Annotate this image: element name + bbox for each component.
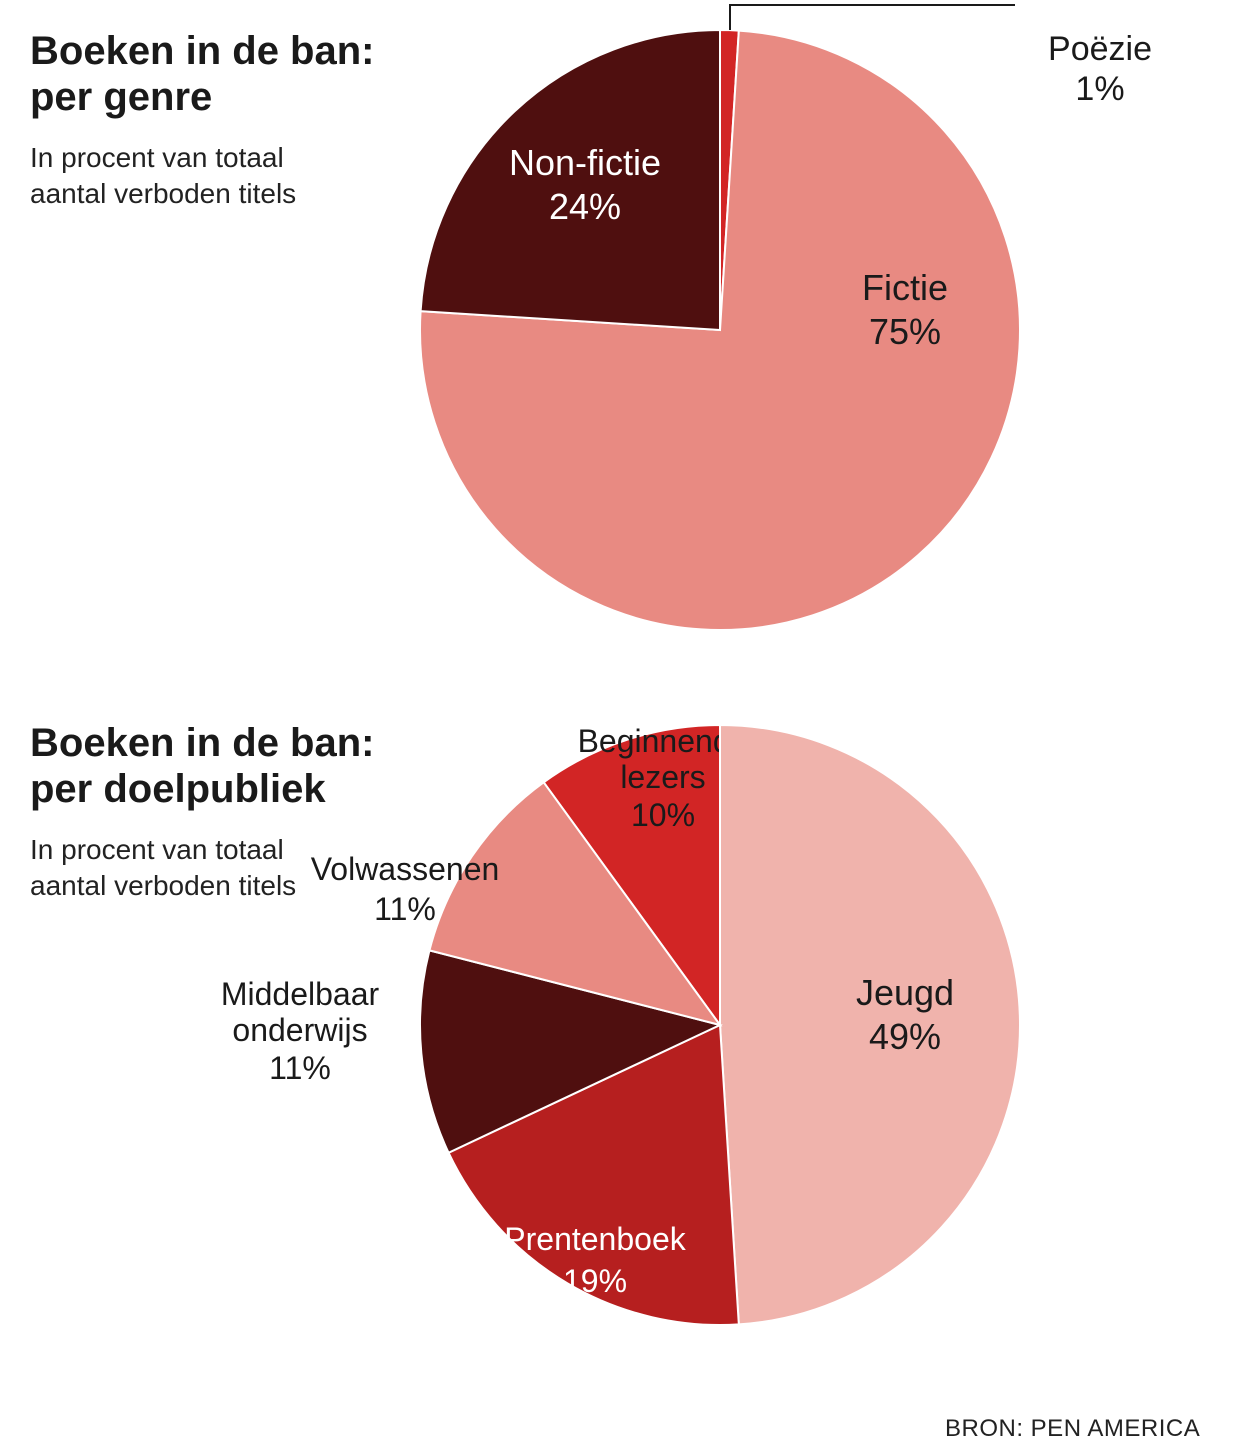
pie-genre: Poëzie1%Fictie75%Non-fictie24% — [420, 5, 1152, 630]
title-genre: Boeken in de ban: per genre — [30, 28, 375, 120]
subtitle-genre: In procent van totaal aantal verboden ti… — [30, 140, 296, 213]
label-doelpubliek-middelbaar-onderwijs: Middelbaaronderwijs11% — [221, 976, 380, 1086]
subtitle-doelpubliek: In procent van totaal aantal verboden ti… — [30, 832, 296, 905]
pie-doelpubliek: Beginnendelezers10%Jeugd49%Prentenboek19… — [221, 723, 1020, 1325]
title-doelpubliek: Boeken in de ban: per doelpubliek — [30, 720, 375, 812]
label-genre-poëzie: Poëzie1% — [1048, 30, 1152, 108]
source-credit: BRON: PEN AMERICA — [945, 1415, 1200, 1443]
leader-genre-poëzie — [730, 5, 1015, 30]
